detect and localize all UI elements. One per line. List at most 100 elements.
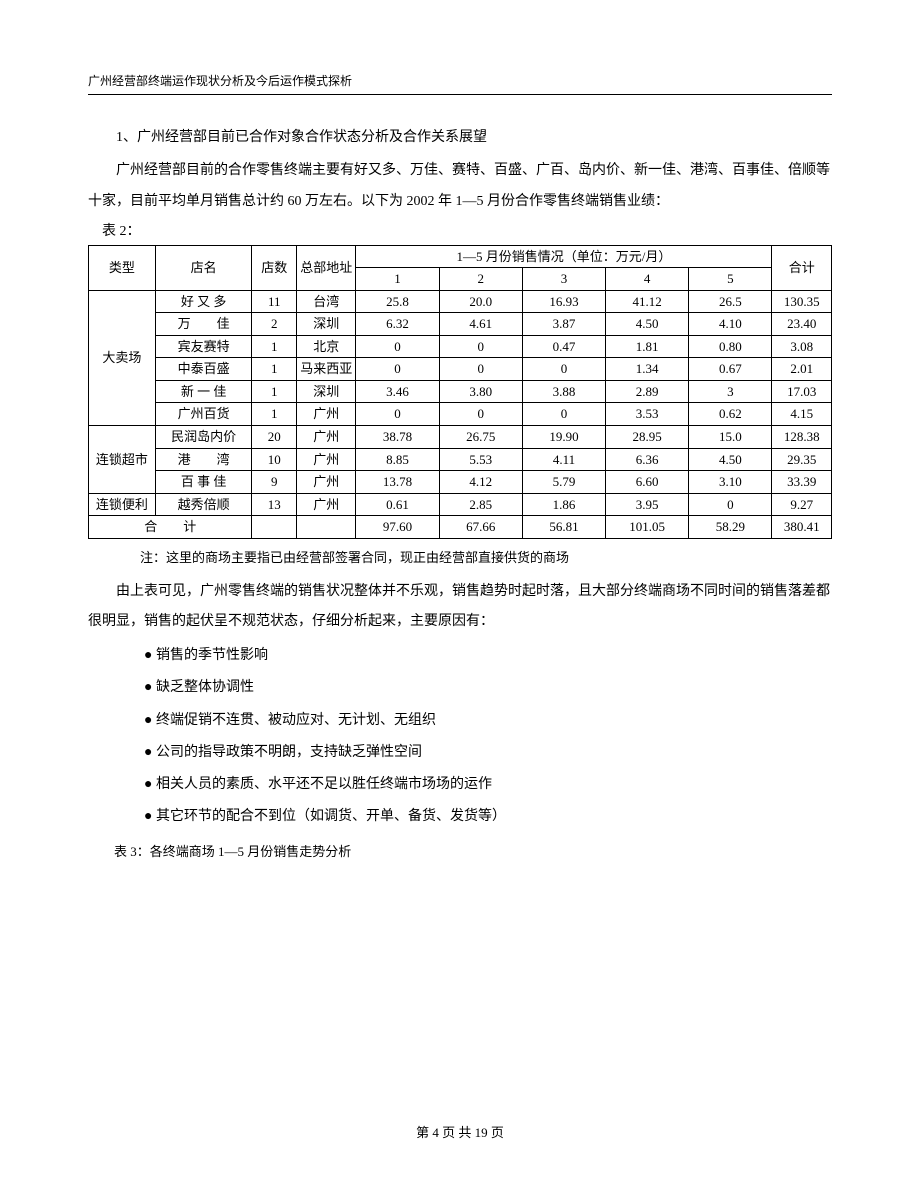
cell: 2 <box>252 313 297 336</box>
cell: 3.53 <box>606 403 689 426</box>
cell: 3.95 <box>606 493 689 516</box>
table3-label: 表 3：各终端商场 1—5 月份销售走势分析 <box>88 839 832 865</box>
cell: 13 <box>252 493 297 516</box>
table-row: 万 佳2深圳6.324.613.874.504.1023.40 <box>89 313 832 336</box>
cell: 0.61 <box>356 493 439 516</box>
table-row: 百 事 佳9广州13.784.125.796.603.1033.39 <box>89 471 832 494</box>
cell: 9 <box>252 471 297 494</box>
cell: 25.8 <box>356 290 439 313</box>
cell: 0 <box>522 403 605 426</box>
cell: 0.47 <box>522 335 605 358</box>
cell: 0.80 <box>689 335 772 358</box>
cell: 广州百货 <box>155 403 252 426</box>
cell: 101.05 <box>606 516 689 539</box>
paragraph-2: 由上表可见，广州零售终端的销售状况整体并不乐观，销售趋势时起时落，且大部分终端商… <box>88 577 832 639</box>
cell: 4.10 <box>689 313 772 336</box>
cell: 0 <box>356 403 439 426</box>
th-count: 店数 <box>252 245 297 290</box>
cell: 3.80 <box>439 380 522 403</box>
cell: 广州 <box>297 448 356 471</box>
cell: 深圳 <box>297 380 356 403</box>
th-total: 合计 <box>772 245 832 290</box>
cell: 23.40 <box>772 313 832 336</box>
cell: 38.78 <box>356 425 439 448</box>
cell: 10 <box>252 448 297 471</box>
cell: 4.61 <box>439 313 522 336</box>
cell: 0 <box>439 358 522 381</box>
paragraph-1: 广州经营部目前的合作零售终端主要有好又多、万佳、赛特、百盛、广百、岛内价、新一佳… <box>88 156 832 218</box>
cell: 4.50 <box>689 448 772 471</box>
cell: 97.60 <box>356 516 439 539</box>
cell: 20 <box>252 425 297 448</box>
cell: 1.81 <box>606 335 689 358</box>
cell: 0.62 <box>689 403 772 426</box>
cell: 3.87 <box>522 313 605 336</box>
cell: 北京 <box>297 335 356 358</box>
table-row: 大卖场好 又 多11台湾25.820.016.9341.1226.5130.35 <box>89 290 832 313</box>
cell: 广州 <box>297 425 356 448</box>
table-header-row-1: 类型 店名 店数 总部地址 1—5 月份销售情况（单位：万元/月） 合计 <box>89 245 832 268</box>
page-header: 广州经营部终端运作现状分析及今后运作模式探析 <box>88 72 832 95</box>
cell: 深圳 <box>297 313 356 336</box>
cell: 3 <box>689 380 772 403</box>
bullet-item: 缺乏整体协调性 <box>144 672 832 704</box>
cell <box>252 516 297 539</box>
cell: 中泰百盛 <box>155 358 252 381</box>
cell: 3.08 <box>772 335 832 358</box>
cell: 2.85 <box>439 493 522 516</box>
cell: 6.32 <box>356 313 439 336</box>
table-note: 注：这里的商场主要指已由经营部签署合同，现正由经营部直接供货的商场 <box>88 545 832 571</box>
cell: 百 事 佳 <box>155 471 252 494</box>
cell: 16.93 <box>522 290 605 313</box>
cell: 3.88 <box>522 380 605 403</box>
cell: 17.03 <box>772 380 832 403</box>
th-hq: 总部地址 <box>297 245 356 290</box>
cell: 1.34 <box>606 358 689 381</box>
cell: 1 <box>252 358 297 381</box>
table-row: 连锁便利越秀倍顺13广州0.612.851.863.9509.27 <box>89 493 832 516</box>
cell: 4.50 <box>606 313 689 336</box>
cell: 1 <box>252 403 297 426</box>
table2-label: 表 2： <box>88 219 832 244</box>
cell: 1 <box>252 335 297 358</box>
cell: 5.79 <box>522 471 605 494</box>
cell: 15.0 <box>689 425 772 448</box>
bullet-list: 销售的季节性影响缺乏整体协调性终端促销不连贯、被动应对、无计划、无组织公司的指导… <box>144 640 832 833</box>
th-m5: 5 <box>689 268 772 291</box>
table-row: 连锁超市民润岛内价20广州38.7826.7519.9028.9515.0128… <box>89 425 832 448</box>
cell: 8.85 <box>356 448 439 471</box>
cell: 0 <box>439 335 522 358</box>
cell: 新 一 佳 <box>155 380 252 403</box>
cell: 4.15 <box>772 403 832 426</box>
cell: 0.67 <box>689 358 772 381</box>
cell: 2.89 <box>606 380 689 403</box>
th-type: 类型 <box>89 245 156 290</box>
table-row: 宾友赛特1北京000.471.810.803.08 <box>89 335 832 358</box>
cell: 41.12 <box>606 290 689 313</box>
cell: 6.60 <box>606 471 689 494</box>
cell: 26.5 <box>689 290 772 313</box>
cell: 29.35 <box>772 448 832 471</box>
cell: 4.11 <box>522 448 605 471</box>
cell: 20.0 <box>439 290 522 313</box>
cell: 广州 <box>297 471 356 494</box>
cell: 广州 <box>297 403 356 426</box>
cell-type: 大卖场 <box>89 290 156 425</box>
cell: 9.27 <box>772 493 832 516</box>
th-m3: 3 <box>522 268 605 291</box>
cell: 130.35 <box>772 290 832 313</box>
table-row: 广州百货1广州0003.530.624.15 <box>89 403 832 426</box>
cell: 广州 <box>297 493 356 516</box>
cell: 台湾 <box>297 290 356 313</box>
bullet-item: 相关人员的素质、水平还不足以胜任终端市场场的运作 <box>144 769 832 801</box>
cell: 民润岛内价 <box>155 425 252 448</box>
cell: 28.95 <box>606 425 689 448</box>
cell: 2.01 <box>772 358 832 381</box>
cell: 5.53 <box>439 448 522 471</box>
th-m2: 2 <box>439 268 522 291</box>
cell: 0 <box>356 358 439 381</box>
cell <box>297 516 356 539</box>
cell: 宾友赛特 <box>155 335 252 358</box>
table-row: 新 一 佳1深圳3.463.803.882.89317.03 <box>89 380 832 403</box>
cell: 马来西亚 <box>297 358 356 381</box>
